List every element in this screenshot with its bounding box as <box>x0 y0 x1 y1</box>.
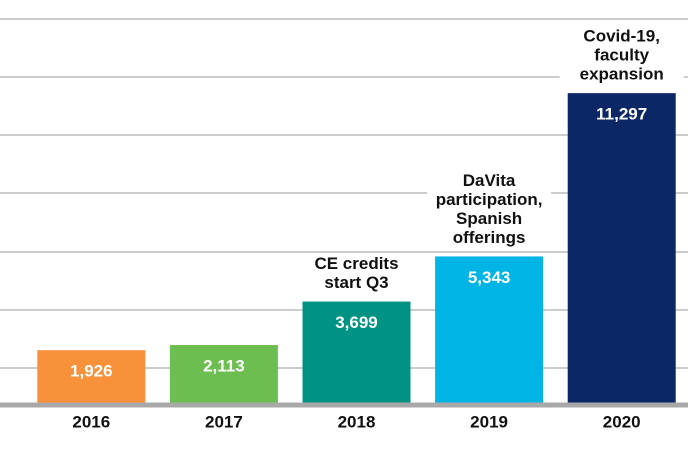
annotation: CE credits <box>314 254 398 273</box>
x-tick-label: 2020 <box>603 412 641 431</box>
annotation-bg <box>427 229 552 248</box>
annotation-bg <box>294 274 419 293</box>
value-label: 3,699 <box>335 313 378 332</box>
x-tick-label: 2016 <box>72 412 110 431</box>
x-tick-label: 2019 <box>470 412 508 431</box>
annotation: start Q3 <box>324 273 388 292</box>
annotation-bg <box>427 191 552 210</box>
annotation-bg <box>559 66 684 85</box>
annotation-bg <box>559 28 684 47</box>
annotation-bg <box>294 255 419 274</box>
annotation: offerings <box>453 228 526 247</box>
bar <box>302 301 411 403</box>
value-label: 1,926 <box>70 362 113 381</box>
annotation: participation, <box>436 190 543 209</box>
annotation: Spanish <box>456 209 522 228</box>
bar <box>37 350 146 403</box>
annotation: Covid-19, <box>583 27 660 46</box>
annotation: faculty <box>594 46 649 65</box>
value-label: 5,343 <box>468 268 511 287</box>
value-label: 2,113 <box>203 357 245 376</box>
bar <box>435 256 544 403</box>
annotation: DaVita <box>463 171 516 190</box>
annotation-bg <box>559 47 684 66</box>
x-tick-label: 2018 <box>338 412 376 431</box>
annotation-bg <box>427 172 552 191</box>
annotation: expansion <box>580 65 664 84</box>
annotation-bg <box>427 210 552 229</box>
bar <box>169 345 278 403</box>
bar <box>567 93 676 403</box>
x-tick-label: 2017 <box>205 412 243 431</box>
value-label: 11,297 <box>596 105 647 124</box>
